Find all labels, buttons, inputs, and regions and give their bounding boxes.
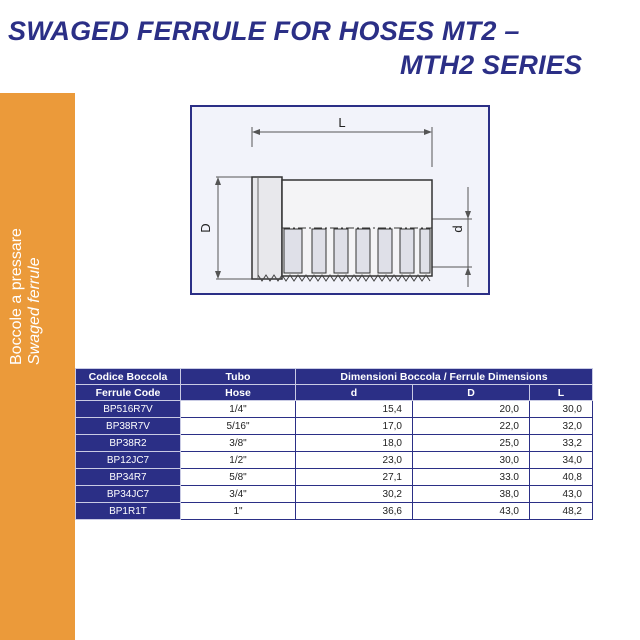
cell-small-d: 15,4 xyxy=(295,400,413,418)
table-row: BP38R2 3/8" 18,0 25,0 33,2 xyxy=(75,434,593,452)
ferrule-dimensions-table: Codice Boccola Tubo Dimensioni Boccola /… xyxy=(75,368,593,520)
cell-l: 32,0 xyxy=(529,417,593,435)
l-arrow-left xyxy=(252,129,260,135)
cell-l: 33,2 xyxy=(529,434,593,452)
table-row: BP34JC7 3/4" 30,2 38,0 43,0 xyxy=(75,485,593,503)
header-col-big-d: D xyxy=(412,384,530,401)
side-band: Boccole a pressare Swaged ferrule xyxy=(0,93,75,640)
ferrule-technical-drawing: L D d xyxy=(190,105,490,295)
cell-l: 43,0 xyxy=(529,485,593,503)
table-row: BP12JC7 1/2" 23,0 30,0 34,0 xyxy=(75,451,593,469)
small-d-arrow-top xyxy=(465,211,471,219)
cell-hose: 5/16" xyxy=(180,417,296,435)
cell-l: 40,8 xyxy=(529,468,593,486)
cell-small-d: 23,0 xyxy=(295,451,413,469)
header-code-en: Ferrule Code xyxy=(75,384,181,401)
cell-small-d: 18,0 xyxy=(295,434,413,452)
header-col-small-d: d xyxy=(295,384,413,401)
cell-big-d: 25,0 xyxy=(412,434,530,452)
cell-hose: 1" xyxy=(180,502,296,520)
cell-code: BP1R1T xyxy=(75,502,181,520)
cell-code: BP12JC7 xyxy=(75,451,181,469)
page-title-line-1: SWAGED FERRULE FOR HOSES MT2 – xyxy=(8,16,520,46)
small-d-arrow-bottom xyxy=(465,267,471,275)
cell-big-d: 30,0 xyxy=(412,451,530,469)
ferrule-serrations xyxy=(257,274,431,282)
header-hose-it: Tubo xyxy=(180,368,296,385)
cell-hose: 5/8" xyxy=(180,468,296,486)
side-label: Boccole a pressare Swaged ferrule xyxy=(8,165,83,365)
cell-big-d: 20,0 xyxy=(412,400,530,418)
table-row: BP38R7V 5/16" 17,0 22,0 32,0 xyxy=(75,417,593,435)
cell-small-d: 27,1 xyxy=(295,468,413,486)
d-arrow-top xyxy=(215,177,221,185)
table-row: BP516R7V 1/4" 15,4 20,0 30,0 xyxy=(75,400,593,418)
cell-code: BP34JC7 xyxy=(75,485,181,503)
cell-l: 48,2 xyxy=(529,502,593,520)
cell-l: 34,0 xyxy=(529,451,593,469)
cell-small-d: 17,0 xyxy=(295,417,413,435)
header-col-l: L xyxy=(529,384,593,401)
d-arrow-bottom xyxy=(215,271,221,279)
cell-hose: 1/2" xyxy=(180,451,296,469)
cell-code: BP516R7V xyxy=(75,400,181,418)
cell-big-d: 33.0 xyxy=(412,468,530,486)
cell-big-d: 43,0 xyxy=(412,502,530,520)
side-label-english: Swaged ferrule xyxy=(26,257,43,365)
table-row: BP1R1T 1" 36,6 43,0 48,2 xyxy=(75,502,593,520)
header-code-it: Codice Boccola xyxy=(75,368,181,385)
cell-l: 30,0 xyxy=(529,400,593,418)
cell-code: BP34R7 xyxy=(75,468,181,486)
side-label-italian: Boccole a pressare xyxy=(8,228,25,365)
cell-hose: 1/4" xyxy=(180,400,296,418)
header-hose-en: Hose xyxy=(180,384,296,401)
cell-small-d: 30,2 xyxy=(295,485,413,503)
label-big-d: D xyxy=(198,223,213,232)
cell-small-d: 36,6 xyxy=(295,502,413,520)
cell-hose: 3/4" xyxy=(180,485,296,503)
page-title-line-2: MTH2 SERIES xyxy=(400,50,583,80)
ferrule-drawing-svg: L D d xyxy=(198,115,472,287)
ferrule-rings xyxy=(283,228,431,274)
cell-hose: 3/8" xyxy=(180,434,296,452)
cell-big-d: 22,0 xyxy=(412,417,530,435)
cell-big-d: 38,0 xyxy=(412,485,530,503)
ferrule-collar xyxy=(251,176,283,280)
l-arrow-right xyxy=(424,129,432,135)
cell-code: BP38R2 xyxy=(75,434,181,452)
table-row: BP34R7 5/8" 27,1 33.0 40,8 xyxy=(75,468,593,486)
cell-code: BP38R7V xyxy=(75,417,181,435)
label-small-d: d xyxy=(450,225,465,232)
label-l: L xyxy=(338,115,345,130)
header-dimensions: Dimensioni Boccola / Ferrule Dimensions xyxy=(295,368,593,385)
